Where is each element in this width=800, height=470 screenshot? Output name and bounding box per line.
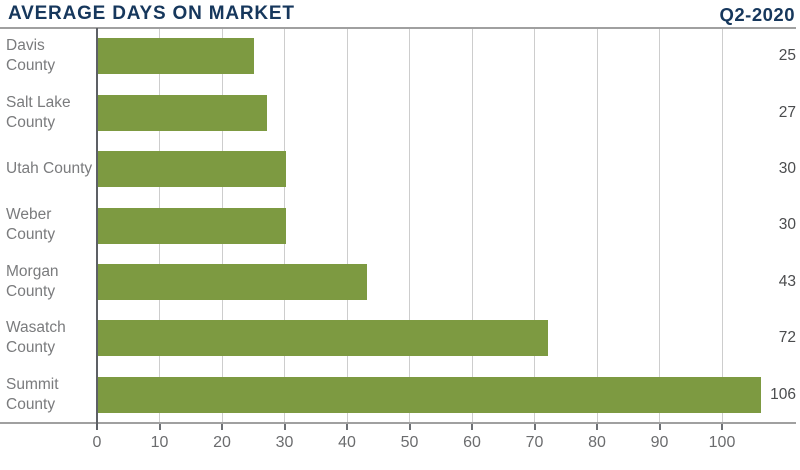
gridline <box>534 28 535 422</box>
x-axis-tick <box>471 422 473 430</box>
value-label: 25 <box>778 47 796 65</box>
value-label: 43 <box>778 272 796 290</box>
x-axis-tick <box>658 422 661 430</box>
category-label: Salt Lake County <box>6 93 71 131</box>
x-tick-label: 40 <box>338 434 356 451</box>
gridline <box>471 28 473 422</box>
bar <box>98 94 267 131</box>
chart-period-label: Q2-2020 <box>719 4 795 25</box>
value-label: 72 <box>778 329 796 347</box>
x-tick-label: 30 <box>275 434 294 451</box>
category-label: Wasatch County <box>6 319 66 357</box>
x-tick-label: 50 <box>400 434 419 451</box>
x-axis-tick <box>283 422 286 430</box>
x-axis-tick <box>721 422 723 430</box>
gridline <box>409 28 410 422</box>
gridline <box>596 28 598 422</box>
category-label: Davis County <box>6 37 56 75</box>
gridline <box>346 28 348 422</box>
category-label: Morgan County <box>6 262 59 300</box>
value-label: 106 <box>770 385 796 403</box>
y-axis-line <box>96 28 98 430</box>
x-axis-tick <box>596 422 598 430</box>
category-label: Weber County <box>6 206 56 244</box>
x-tick-label: 90 <box>650 434 669 451</box>
gridline <box>721 28 723 422</box>
x-axis-tick <box>408 422 411 430</box>
bar <box>98 263 367 300</box>
x-tick-label: 80 <box>588 434 606 451</box>
category-label: Summit County <box>6 375 59 413</box>
x-tick-label: 60 <box>463 434 481 451</box>
bar <box>98 376 761 413</box>
bar <box>98 38 255 75</box>
gridline <box>659 28 660 422</box>
value-label: 30 <box>778 216 796 234</box>
x-tick-label: 10 <box>150 434 169 451</box>
value-label: 27 <box>778 103 796 121</box>
x-tick-label: 70 <box>525 434 544 451</box>
bar <box>98 151 286 188</box>
x-axis-line <box>0 422 796 424</box>
x-tick-label: 0 <box>92 434 102 451</box>
value-label: 30 <box>778 160 796 178</box>
category-label: Utah County <box>6 160 93 178</box>
x-tick-label: 20 <box>213 434 231 451</box>
x-axis-tick <box>221 422 223 430</box>
top-border-line <box>0 27 796 29</box>
x-axis-tick <box>533 422 536 430</box>
x-axis-tick <box>346 422 348 430</box>
bar <box>98 320 548 357</box>
bar <box>98 207 286 244</box>
x-tick-label: 100 <box>708 434 736 451</box>
x-axis-tick <box>158 422 161 430</box>
chart-title: AVERAGE DAYS ON MARKET <box>8 3 295 24</box>
